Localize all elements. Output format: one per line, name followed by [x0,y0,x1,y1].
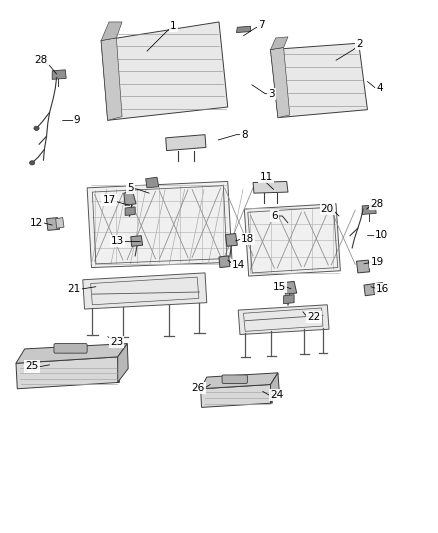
Polygon shape [373,282,384,293]
Polygon shape [201,384,272,407]
Text: 10: 10 [375,230,388,240]
Polygon shape [238,305,329,335]
Polygon shape [101,38,122,120]
Text: 26: 26 [191,383,205,393]
Text: 20: 20 [321,204,334,214]
Text: 15: 15 [272,282,286,292]
Polygon shape [52,70,66,79]
Text: 28: 28 [35,55,48,65]
Polygon shape [87,181,232,268]
Text: 28: 28 [371,199,384,209]
Polygon shape [284,295,294,304]
FancyBboxPatch shape [222,375,247,383]
Text: 22: 22 [307,312,321,322]
Polygon shape [285,281,297,294]
Polygon shape [271,43,367,118]
Polygon shape [124,191,136,205]
Polygon shape [16,357,120,389]
Polygon shape [271,47,290,118]
Polygon shape [271,37,288,50]
Polygon shape [146,177,159,188]
Polygon shape [101,22,122,41]
Text: 6: 6 [272,211,278,221]
Ellipse shape [29,161,35,165]
Text: 13: 13 [111,236,124,246]
Polygon shape [46,217,60,230]
Polygon shape [253,181,288,193]
Polygon shape [83,273,207,309]
Text: 9: 9 [74,115,81,125]
Text: 25: 25 [25,361,39,372]
FancyBboxPatch shape [54,344,87,353]
Polygon shape [244,204,340,276]
Polygon shape [101,22,228,120]
Text: 16: 16 [376,284,389,294]
Polygon shape [118,344,128,382]
Polygon shape [219,256,230,268]
Text: 23: 23 [110,337,123,347]
Text: 14: 14 [232,261,245,270]
Text: 3: 3 [268,88,275,99]
Text: 21: 21 [67,284,81,294]
Text: 4: 4 [376,83,383,93]
Text: 7: 7 [258,20,265,30]
Text: 12: 12 [30,218,43,228]
Polygon shape [166,135,206,151]
Text: 11: 11 [260,172,273,182]
Polygon shape [364,284,377,296]
Polygon shape [131,236,143,246]
Text: 5: 5 [127,183,134,193]
Polygon shape [56,217,64,228]
Text: 1: 1 [170,21,177,31]
Polygon shape [226,233,237,246]
Text: 18: 18 [241,234,254,244]
Polygon shape [357,260,370,273]
Polygon shape [125,207,135,215]
Polygon shape [237,26,251,33]
Polygon shape [201,373,278,389]
Text: 24: 24 [270,390,283,400]
Text: 19: 19 [371,257,384,267]
Ellipse shape [34,126,39,131]
Text: 8: 8 [241,130,247,140]
Polygon shape [271,373,279,403]
Text: 17: 17 [102,195,116,205]
Polygon shape [362,205,376,214]
Text: 2: 2 [356,39,363,49]
Polygon shape [16,344,127,364]
